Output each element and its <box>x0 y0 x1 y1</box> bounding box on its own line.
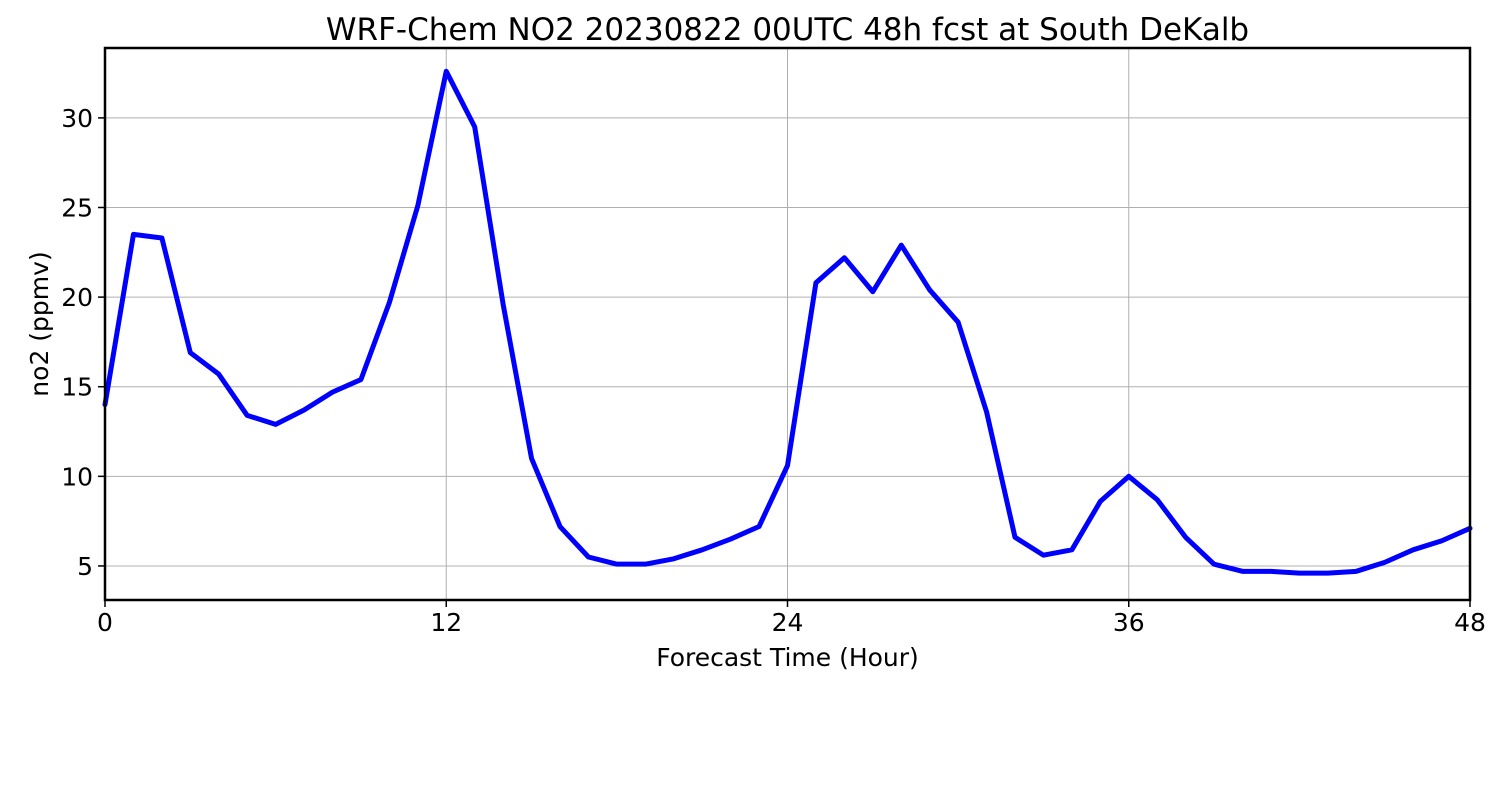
y-tick-label: 25 <box>61 194 93 223</box>
x-tick-label: 48 <box>1454 608 1486 637</box>
y-tick-label: 15 <box>61 373 93 402</box>
y-tick-label: 20 <box>61 283 93 312</box>
data-series <box>102 68 1473 576</box>
y-tick-label: 10 <box>61 462 93 491</box>
x-tick-label: 36 <box>1113 608 1145 637</box>
y-tick-label: 5 <box>77 552 93 581</box>
x-tick-label: 0 <box>97 608 113 637</box>
x-axis-label: Forecast Time (Hour) <box>656 643 919 672</box>
chart-title: WRF-Chem NO2 20230822 00UTC 48h fcst at … <box>326 12 1249 48</box>
x-tick-label: 12 <box>430 608 462 637</box>
x-tick-label: 24 <box>772 608 804 637</box>
y-tick-label: 30 <box>61 104 93 133</box>
axis-ticks: 0 12 24 36 48 5 10 15 20 25 30 <box>61 104 1486 637</box>
no2-series-line <box>102 68 1473 576</box>
y-axis-label: no2 (ppmv) <box>25 251 54 396</box>
